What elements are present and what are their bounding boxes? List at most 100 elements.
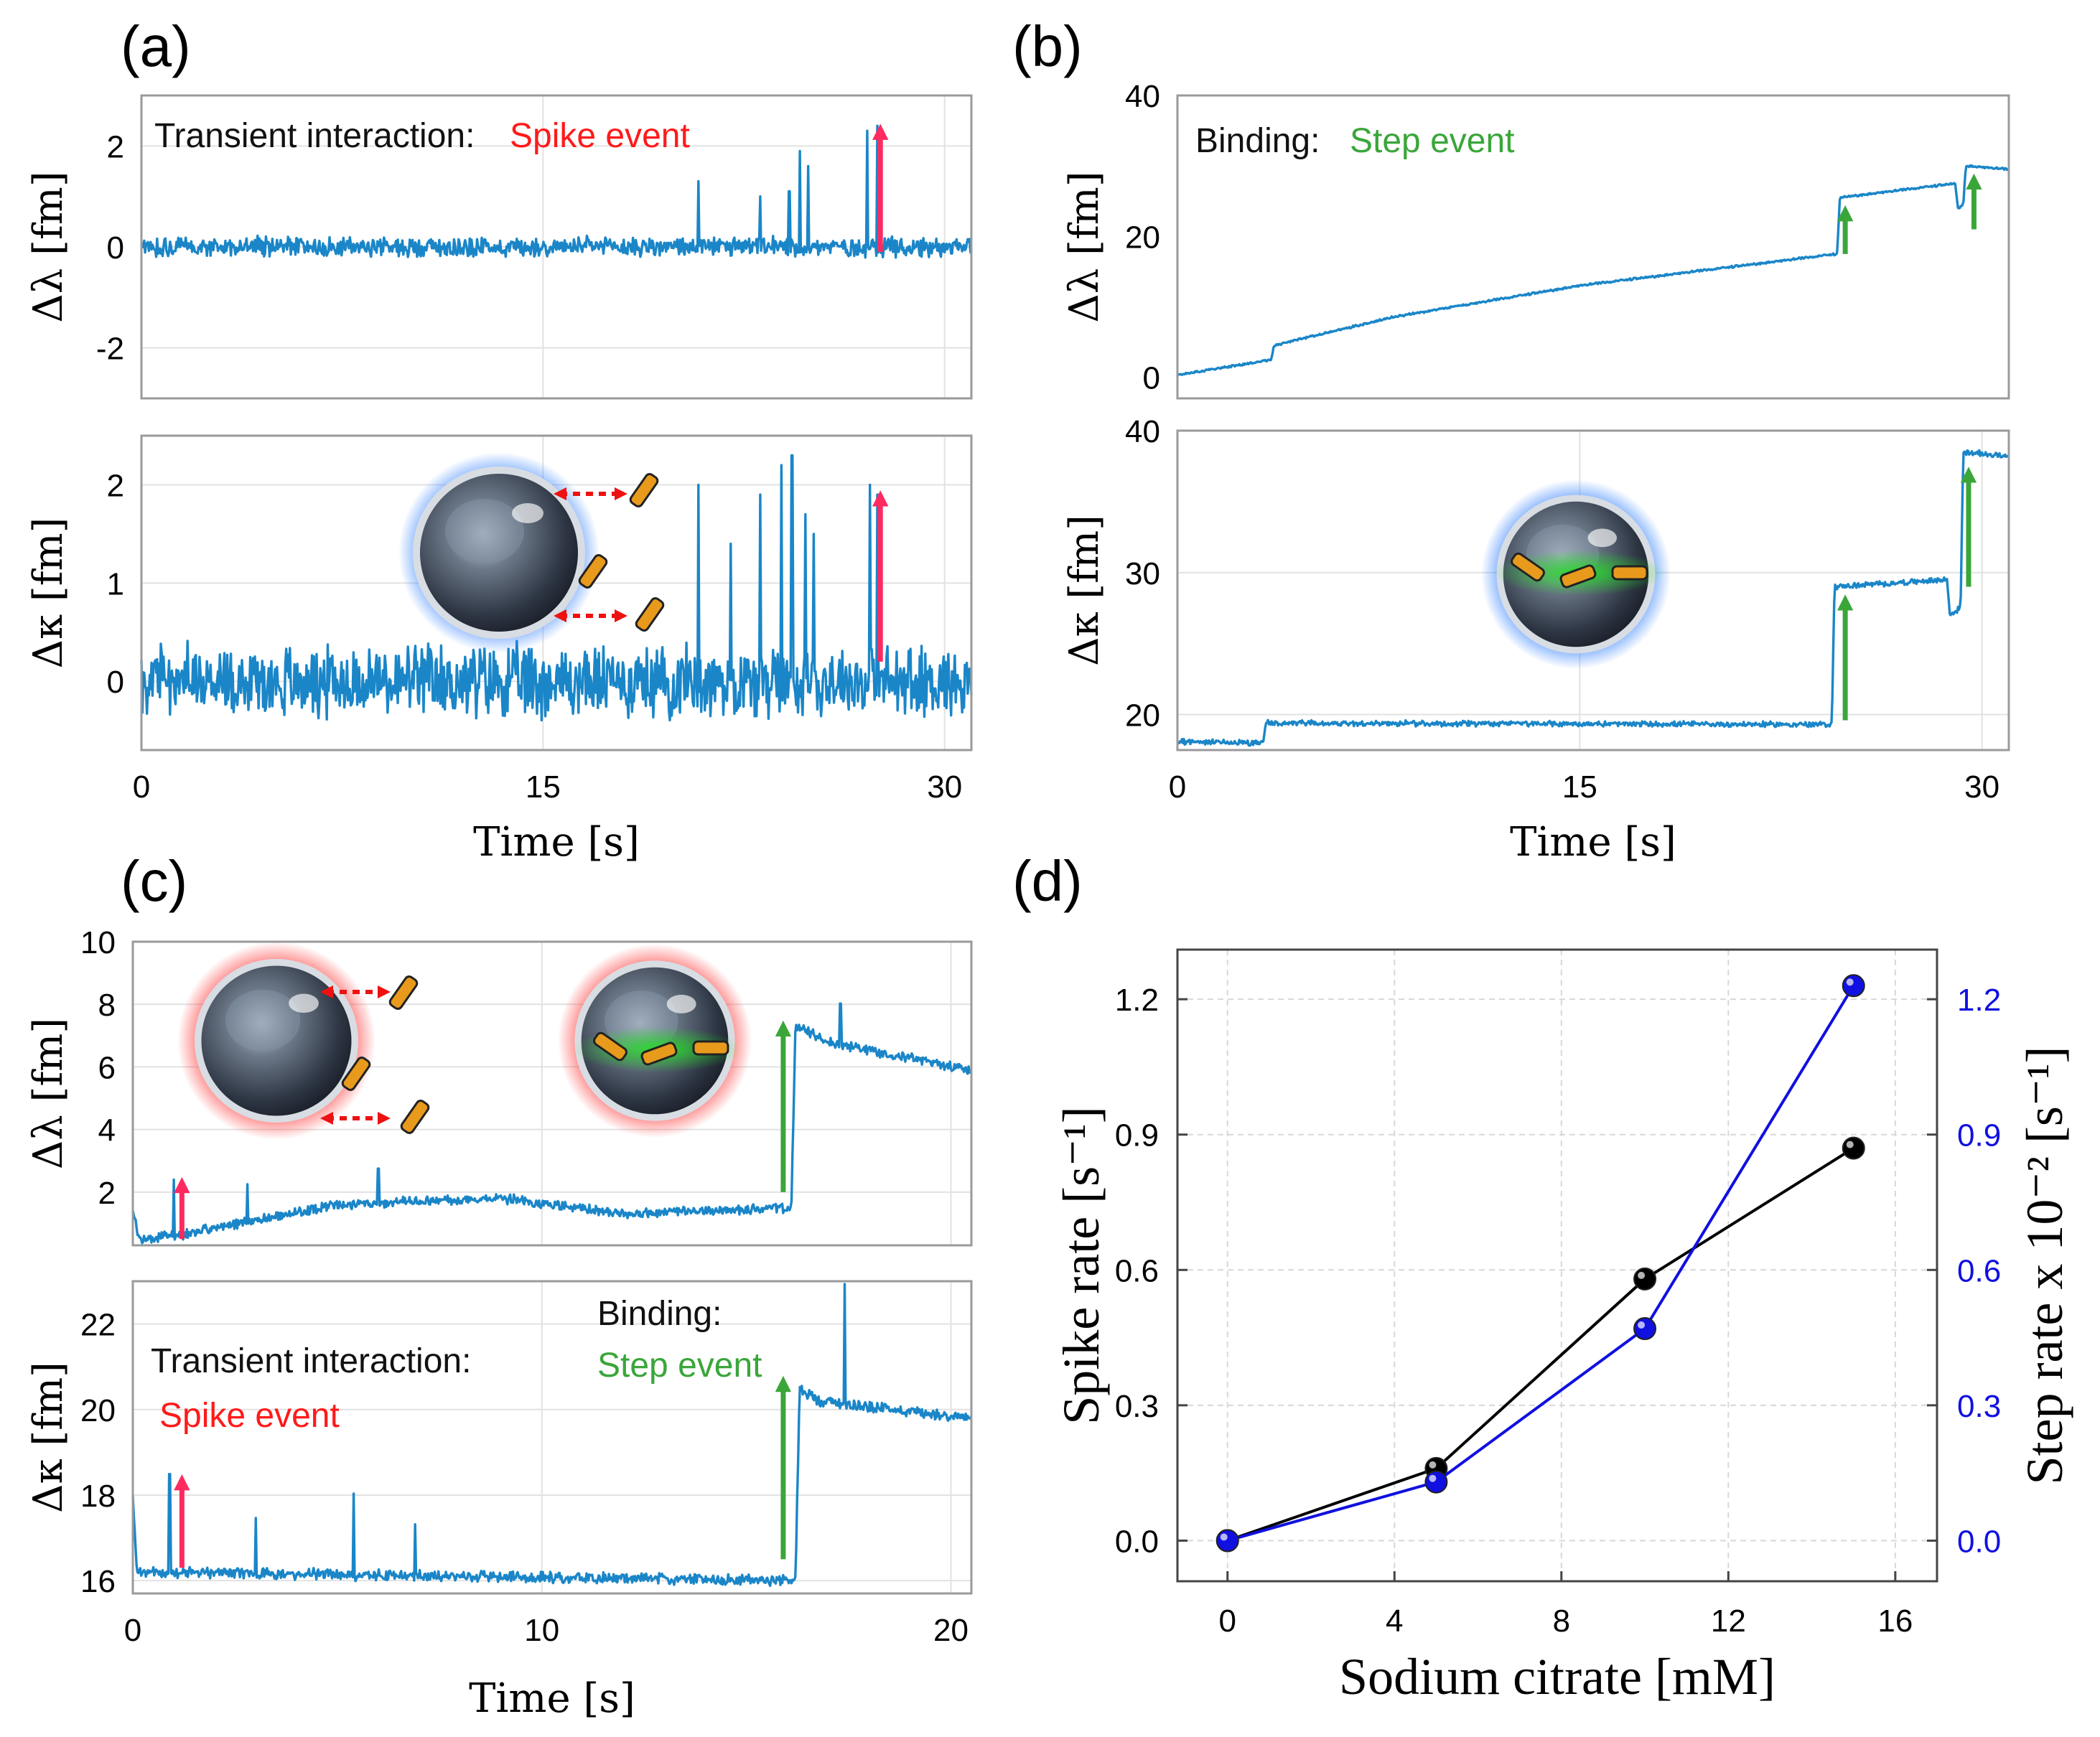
plot-frame (1176, 429, 2010, 752)
panel-label-b: (b) (1012, 14, 1083, 78)
y-tick-label: 18 (80, 1479, 116, 1514)
y-tick-label: 0.0 (1115, 1524, 1159, 1559)
x-tick-label: 0 (133, 769, 150, 805)
y-tick-label: -2 (96, 332, 124, 367)
data-trace (131, 1283, 973, 1588)
data-trace (1176, 164, 2010, 377)
plot-frame (1176, 948, 1938, 1583)
y-tick-label: 0 (1143, 361, 1160, 396)
series-line-spike-rate (1227, 1146, 1854, 1542)
plot-frame (140, 94, 973, 400)
y-tick-label-right: 0.9 (1957, 1118, 2001, 1153)
microsphere-icon (195, 959, 358, 1123)
plot-frame (1176, 94, 2010, 400)
annotation-transient-c: Transient interaction: (151, 1342, 471, 1380)
microsphere-icon (413, 467, 585, 639)
plot-c-top: 2 4 6 8 10 Δλ [fm] (25, 925, 973, 1247)
y-axis-label: Δκ [fm] (25, 1362, 72, 1513)
x-tick-label: 16 (1877, 1603, 1913, 1639)
plot-b-top: 0 20 40 Δλ [fm] (1061, 79, 2010, 400)
x-tick-label: 30 (927, 769, 962, 805)
y-tick-label: 16 (80, 1564, 116, 1599)
y-tick-label: 2 (98, 1176, 116, 1211)
illustration-c-binding (558, 944, 752, 1138)
y-tick-label: 1.2 (1115, 983, 1159, 1018)
panel-label-c: (c) (121, 849, 187, 913)
data-point (1215, 1529, 1239, 1553)
data-point-highlight (1638, 1271, 1646, 1279)
data-point (1424, 1470, 1448, 1494)
y-tick-label: 0.6 (1115, 1253, 1159, 1288)
y-tick-label: 0 (107, 665, 124, 700)
x-tick-label: 0 (1219, 1603, 1236, 1639)
illustration-a (398, 452, 666, 653)
plot-frame (131, 940, 973, 1247)
y-tick-label: 1 (107, 566, 124, 601)
data-point-highlight (1429, 1461, 1437, 1469)
plot-area (1177, 950, 1937, 1581)
data-point (1633, 1267, 1657, 1291)
y-axis-label: Δλ [fm] (25, 1018, 72, 1169)
data-trace (131, 1002, 973, 1245)
plot-frame (140, 434, 973, 752)
data-trace (140, 124, 973, 259)
annotation-step-c: Step event (597, 1347, 762, 1385)
y-tick-label: 0.9 (1115, 1118, 1159, 1153)
x-axis-label: Time [s] (469, 1675, 635, 1722)
y-tick-label: 8 (98, 988, 116, 1023)
x-axis-label: Time [s] (473, 819, 640, 866)
data-point (1842, 1136, 1865, 1160)
data-point (1633, 1317, 1657, 1340)
data-point-highlight (1846, 1141, 1854, 1148)
nanorod-icon (1611, 565, 1648, 581)
x-tick-label: 8 (1553, 1603, 1570, 1639)
y-tick-label-right: 0.0 (1957, 1524, 2001, 1559)
x-tick-label: 20 (933, 1613, 969, 1648)
panel-label-a: (a) (121, 14, 191, 78)
x-tick-label: 4 (1386, 1603, 1403, 1639)
y-axis-label-right: Step rate x 10⁻² [s⁻¹] (2016, 1046, 2073, 1484)
y-axis-label: Δλ [fm] (1061, 171, 1108, 322)
x-tick-label: 0 (1169, 769, 1186, 805)
y-tick-label: 2 (107, 129, 124, 164)
y-axis-label: Δλ [fm] (25, 171, 72, 322)
annotation-binding-b: Binding: (1195, 122, 1320, 160)
y-tick-label: 2 (107, 468, 124, 503)
data-point-highlight (1220, 1533, 1228, 1541)
x-tick-label: 15 (1562, 769, 1597, 805)
annotation-spike-c: Spike event (159, 1397, 340, 1435)
y-tick-label: 0 (107, 230, 124, 266)
data-trace (1177, 449, 2010, 747)
plot-frame (131, 1280, 973, 1595)
y-tick-label: 20 (80, 1393, 116, 1428)
data-trace (140, 454, 973, 722)
y-axis-label: Spike rate [s⁻¹] (1053, 1106, 1110, 1424)
plot-area (1177, 95, 2009, 398)
illustration-c-transient (177, 942, 431, 1140)
y-tick-label: 20 (1125, 698, 1160, 734)
data-point (1842, 974, 1865, 998)
annotation-spike-a: Spike event (510, 117, 690, 155)
x-tick-label: 10 (524, 1613, 559, 1648)
y-axis-label: Δκ [fm] (25, 518, 72, 669)
annotation-step-b: Step event (1350, 122, 1515, 160)
x-tick-label: 12 (1711, 1603, 1746, 1639)
y-tick-label: 6 (98, 1050, 116, 1085)
x-tick-label: 0 (124, 1613, 141, 1648)
y-tick-label: 0.3 (1115, 1389, 1159, 1424)
y-tick-label: 30 (1125, 556, 1160, 591)
data-point-highlight (1846, 978, 1854, 986)
data-point-highlight (1638, 1321, 1646, 1329)
x-axis-label: Time [s] (1510, 819, 1676, 866)
nanorod-icon (692, 1040, 729, 1056)
y-tick-label-right: 1.2 (1957, 983, 2001, 1018)
y-tick-label: 10 (80, 925, 116, 960)
x-tick-label: 15 (526, 769, 561, 805)
x-axis-label: Sodium citrate [mM] (1339, 1648, 1775, 1705)
y-tick-label-right: 0.3 (1957, 1389, 2001, 1424)
y-axis-label: Δκ [fm] (1061, 515, 1108, 666)
illustration-b (1481, 479, 1671, 669)
plot-d: 0 4 8 12 16 0.0 0.0 0.3 0.3 0.6 0.6 0.9 0.9 1.2 1.2 Sod… (1053, 948, 2073, 1705)
